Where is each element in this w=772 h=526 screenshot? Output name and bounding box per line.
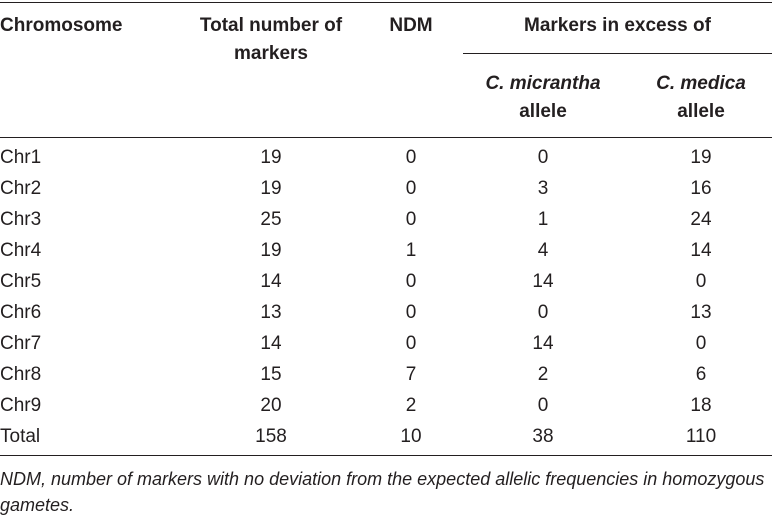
cell-ndm: 7 — [405, 364, 417, 385]
header-total-line1: Total number of — [199, 15, 343, 36]
header-markers-in-excess: Markers in excess of — [524, 15, 711, 36]
table-row-total: Total 158 10 38 110 — [0, 423, 772, 451]
cell-total: 15 — [260, 364, 282, 385]
cell-total: 20 — [260, 395, 282, 416]
cell-ndm: 0 — [405, 302, 417, 323]
header-micrantha-allele: C. micrantha allele — [463, 70, 623, 126]
header-medica-allele: C. medica allele — [630, 70, 772, 126]
cell-medica: 14 — [690, 240, 712, 261]
header-micrantha-species: C. micrantha — [485, 73, 601, 94]
cell-chromosome: Chr8 — [0, 364, 42, 385]
table-footnote: NDM, number of markers with no deviation… — [0, 469, 765, 515]
cell-ndm: 0 — [405, 178, 417, 199]
cell-chromosome: Total — [0, 426, 41, 447]
table-row: Chr3 25 0 1 24 — [0, 206, 772, 234]
table-row: Chr2 19 0 3 16 — [0, 175, 772, 203]
cell-ndm: 0 — [405, 271, 417, 292]
header-ndm: NDM — [389, 15, 433, 36]
cell-chromosome: Chr6 — [0, 302, 42, 323]
header-total-markers: Total number of markers — [176, 12, 366, 68]
cell-micrantha: 1 — [537, 209, 549, 230]
cell-micrantha: 4 — [537, 240, 549, 261]
cell-total: 25 — [260, 209, 282, 230]
cell-total: 19 — [260, 178, 282, 199]
cell-medica: 110 — [685, 426, 717, 447]
header-medica-species: C. medica — [656, 73, 746, 94]
cell-medica: 16 — [690, 178, 712, 199]
table-bottom-rule — [0, 455, 772, 456]
cell-chromosome: Chr3 — [0, 209, 42, 230]
table-row: Chr1 19 0 0 19 — [0, 144, 772, 172]
cell-ndm: 0 — [405, 333, 417, 354]
cell-ndm: 10 — [400, 426, 422, 447]
table-row: Chr7 14 0 14 0 — [0, 330, 772, 358]
table-row: Chr8 15 7 2 6 — [0, 361, 772, 389]
table-row: Chr5 14 0 14 0 — [0, 268, 772, 296]
cell-chromosome: Chr9 — [0, 395, 42, 416]
cell-ndm: 0 — [405, 147, 417, 168]
cell-total: 14 — [260, 271, 282, 292]
cell-total: 158 — [255, 426, 287, 447]
cell-total: 19 — [260, 240, 282, 261]
cell-chromosome: Chr4 — [0, 240, 42, 261]
header-micrantha-allele-word: allele — [519, 101, 567, 122]
table-row: Chr9 20 2 0 18 — [0, 392, 772, 420]
header-sub-rule — [463, 53, 772, 54]
cell-micrantha: 38 — [532, 426, 554, 447]
cell-ndm: 2 — [405, 395, 417, 416]
cell-chromosome: Chr5 — [0, 271, 42, 292]
cell-medica: 18 — [690, 395, 712, 416]
table-top-rule — [0, 2, 772, 3]
cell-ndm: 1 — [405, 240, 417, 261]
cell-micrantha: 14 — [532, 271, 554, 292]
header-chromosome: Chromosome — [0, 15, 123, 36]
cell-medica: 0 — [695, 271, 707, 292]
cell-micrantha: 3 — [537, 178, 549, 199]
cell-micrantha: 0 — [537, 302, 549, 323]
cell-micrantha: 14 — [532, 333, 554, 354]
cell-micrantha: 0 — [537, 147, 549, 168]
table-row: Chr6 13 0 0 13 — [0, 299, 772, 327]
cell-chromosome: Chr1 — [0, 147, 42, 168]
cell-micrantha: 2 — [537, 364, 549, 385]
cell-medica: 24 — [690, 209, 712, 230]
cell-medica: 13 — [690, 302, 712, 323]
cell-total: 13 — [260, 302, 282, 323]
cell-chromosome: Chr2 — [0, 178, 42, 199]
cell-medica: 19 — [690, 147, 712, 168]
cell-micrantha: 0 — [537, 395, 549, 416]
cell-chromosome: Chr7 — [0, 333, 42, 354]
header-bottom-rule — [0, 137, 772, 138]
cell-total: 19 — [260, 147, 282, 168]
cell-total: 14 — [260, 333, 282, 354]
header-total-line2: markers — [234, 43, 308, 64]
table-row: Chr4 19 1 4 14 — [0, 237, 772, 265]
cell-ndm: 0 — [405, 209, 417, 230]
cell-medica: 6 — [695, 364, 707, 385]
header-medica-allele-word: allele — [677, 101, 725, 122]
cell-medica: 0 — [695, 333, 707, 354]
